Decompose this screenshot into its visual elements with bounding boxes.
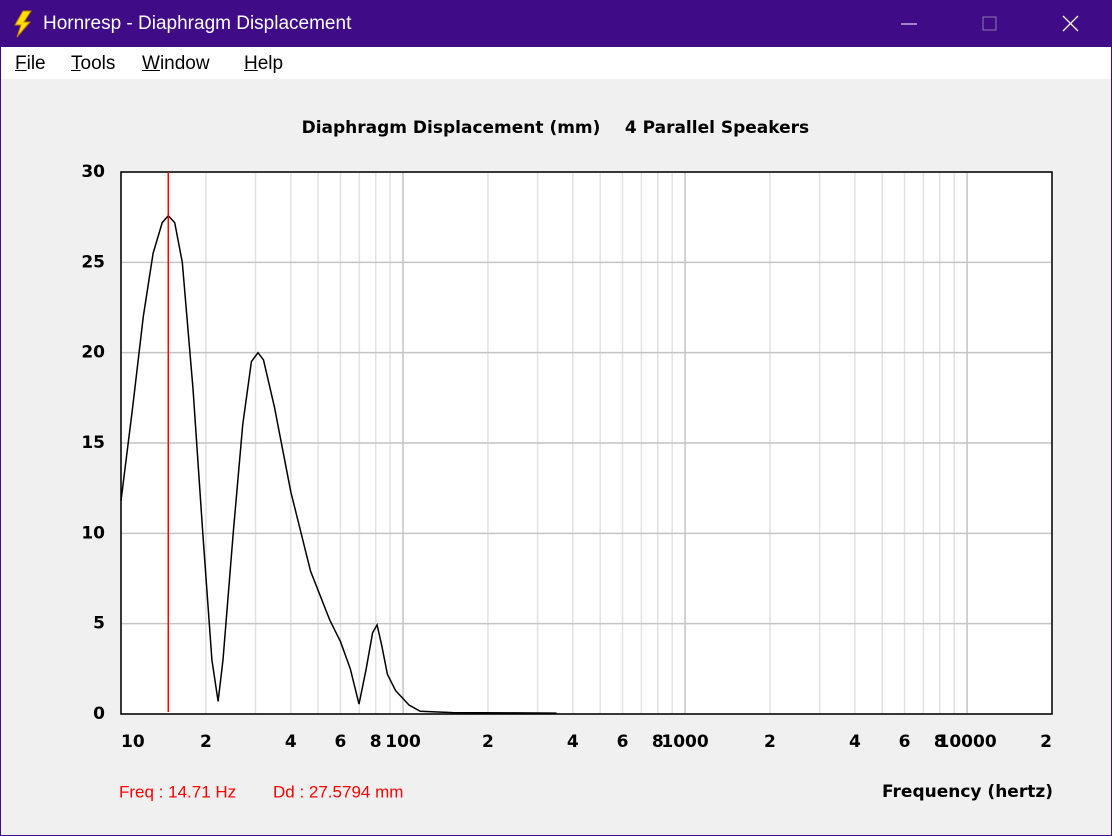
y-tick-label: 25 <box>81 252 105 272</box>
x-tick-label: 10 <box>121 732 145 752</box>
x-axis-label: Frequency (hertz) <box>882 782 1053 802</box>
window-controls <box>901 15 1079 32</box>
x-tick-label: 8 <box>652 732 664 752</box>
data-line <box>120 214 557 714</box>
y-tick-label: 5 <box>93 614 105 634</box>
chart-subtitle: 4 Parallel Speakers <box>625 118 809 138</box>
x-tick-label: 8 <box>934 732 946 752</box>
menu-bar: File Tools Window Help <box>1 47 1111 79</box>
close-button[interactable] <box>1062 15 1079 32</box>
x-tick-label: 2 <box>764 732 776 752</box>
x-tick-label: 100 <box>385 732 421 752</box>
menu-item[interactable]: Help <box>244 53 284 74</box>
app-icon <box>14 10 32 38</box>
title-bar: Hornresp - Diaphragm Displacement <box>1 1 1111 47</box>
cursor-readout: Freq : 14.71 Hz <box>119 782 236 801</box>
cursor-readout: Dd : 27.5794 mm <box>273 782 403 801</box>
x-tick-label: 4 <box>285 732 297 752</box>
x-tick-label: 2 <box>200 732 212 752</box>
x-tick-label: 2 <box>1040 732 1052 752</box>
x-tick-label: 8 <box>370 732 382 752</box>
menu-item[interactable]: Window <box>142 53 210 74</box>
y-tick-label: 10 <box>81 523 105 543</box>
x-tick-label: 6 <box>335 732 347 752</box>
plot-frame <box>120 171 1053 715</box>
menu-item[interactable]: File <box>15 53 46 74</box>
window-title: Hornresp - Diaphragm Displacement <box>43 13 352 34</box>
chart-title: Diaphragm Displacement (mm) <box>302 118 601 138</box>
y-tick-label: 15 <box>81 433 105 453</box>
x-tick-label: 6 <box>617 732 629 752</box>
chart: Diaphragm Displacement (mm) 4 Parallel S… <box>81 118 1053 802</box>
x-tick-label: 10000 <box>938 732 997 752</box>
x-tick-label: 1000 <box>661 732 708 752</box>
y-tick-label: 30 <box>81 162 105 182</box>
menu-item[interactable]: Tools <box>71 53 116 74</box>
x-tick-label: 2 <box>482 732 494 752</box>
y-tick-label: 20 <box>81 343 105 363</box>
x-tick-label: 4 <box>849 732 861 752</box>
maximize-button[interactable] <box>982 16 997 31</box>
x-tick-label: 6 <box>899 732 911 752</box>
x-tick-label: 4 <box>567 732 579 752</box>
y-tick-label: 0 <box>93 704 105 724</box>
